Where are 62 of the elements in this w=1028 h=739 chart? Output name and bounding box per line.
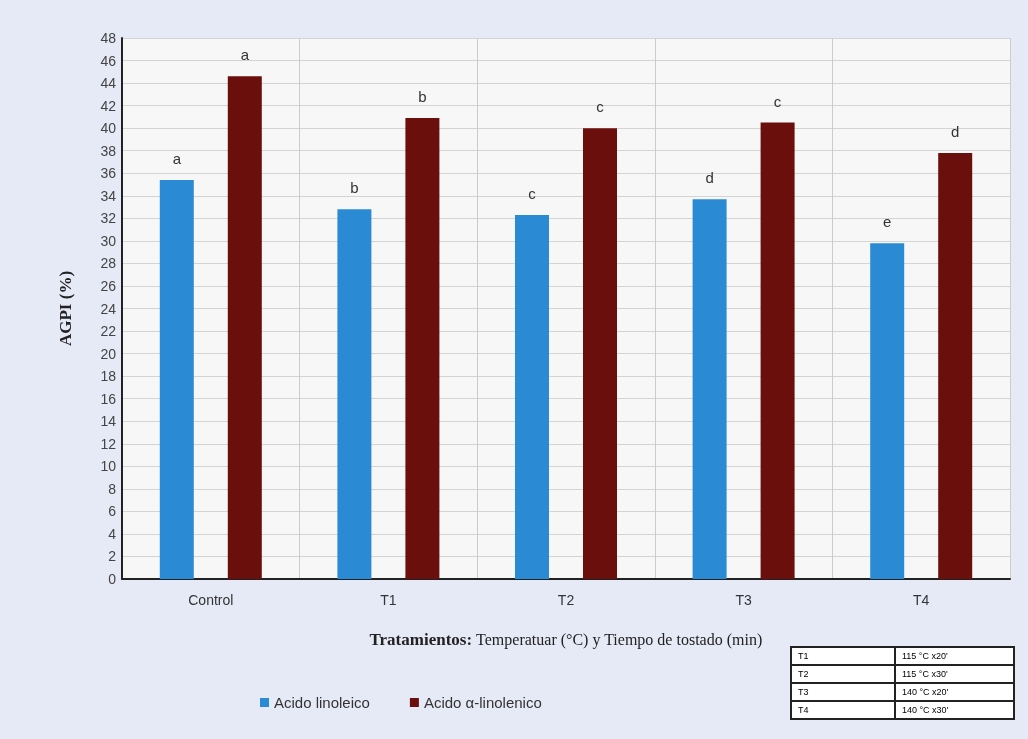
bar — [159, 180, 194, 579]
y-tick-label: 40 — [100, 120, 117, 137]
data-label: b — [418, 88, 427, 106]
text: T1 — [791, 647, 895, 665]
y-tick-label: 12 — [100, 435, 117, 452]
y-axis-title: AGPI (%) — [56, 270, 75, 347]
data-label: d — [951, 122, 960, 140]
bar — [692, 199, 727, 579]
text: 115 °C x20' — [895, 647, 1014, 665]
x-axis-title: Tratamientos: Temperatuar (°C) y Tiempo de tostado (min) — [369, 630, 763, 649]
y-tick-label: 42 — [100, 97, 117, 114]
data-label: c — [773, 92, 782, 110]
y-tick-label: 2 — [108, 548, 117, 565]
y-tick-label: 10 — [100, 458, 117, 475]
data-label: d — [705, 169, 714, 187]
x-tick-label: T4 — [913, 592, 930, 608]
y-tick-label: 24 — [100, 300, 117, 317]
y-tick-label: 20 — [100, 345, 117, 362]
y-tick-label: 34 — [100, 187, 117, 204]
bar — [760, 122, 795, 579]
y-tick-label: 28 — [100, 255, 117, 272]
bar — [515, 214, 549, 579]
x-tick-label: T2 — [557, 592, 575, 608]
legend-label: Acido α-linolenico — [423, 694, 542, 711]
y-tick-label: 44 — [100, 75, 117, 92]
bar — [938, 152, 973, 579]
y-tick-label: 36 — [100, 165, 117, 182]
text: 140 °C x20' — [895, 683, 1014, 701]
data-label: a — [240, 46, 250, 64]
y-tick-label: 18 — [100, 368, 117, 385]
text: 115 °C x30' — [895, 665, 1014, 683]
bar — [405, 118, 440, 579]
data-label: b — [350, 179, 359, 197]
y-tick-label: 30 — [100, 232, 117, 249]
text: T2 — [791, 665, 895, 683]
y-tick-label: 46 — [100, 52, 117, 69]
data-label: a — [172, 150, 182, 168]
y-tick-label: 4 — [108, 525, 117, 542]
x-tick-label: T3 — [735, 592, 752, 608]
bar — [870, 243, 905, 579]
y-tick-label: 26 — [100, 277, 117, 294]
y-tick-label: 22 — [100, 323, 117, 340]
data-label: e — [883, 213, 892, 231]
text: 140 °C x30' — [895, 701, 1014, 719]
y-tick-label: 6 — [108, 503, 117, 520]
text: T4 — [791, 701, 895, 719]
bar — [227, 76, 262, 579]
y-tick-label: 48 — [100, 30, 117, 46]
text: T3 — [791, 683, 895, 701]
data-label: c — [528, 184, 537, 202]
bar — [337, 209, 372, 579]
y-tick-label: 0 — [108, 571, 117, 587]
data-label: c — [596, 98, 605, 116]
y-tick-label: 38 — [100, 142, 117, 159]
y-tick-label: 16 — [100, 390, 117, 407]
x-tick-label: T1 — [380, 592, 397, 608]
x-tick-label: Control — [188, 592, 234, 608]
y-tick-label: 32 — [100, 210, 117, 227]
legend-label: Acido linoleico — [274, 694, 370, 711]
y-tick-label: 14 — [100, 413, 117, 430]
y-tick-label: 8 — [108, 480, 117, 497]
bar — [583, 128, 617, 579]
